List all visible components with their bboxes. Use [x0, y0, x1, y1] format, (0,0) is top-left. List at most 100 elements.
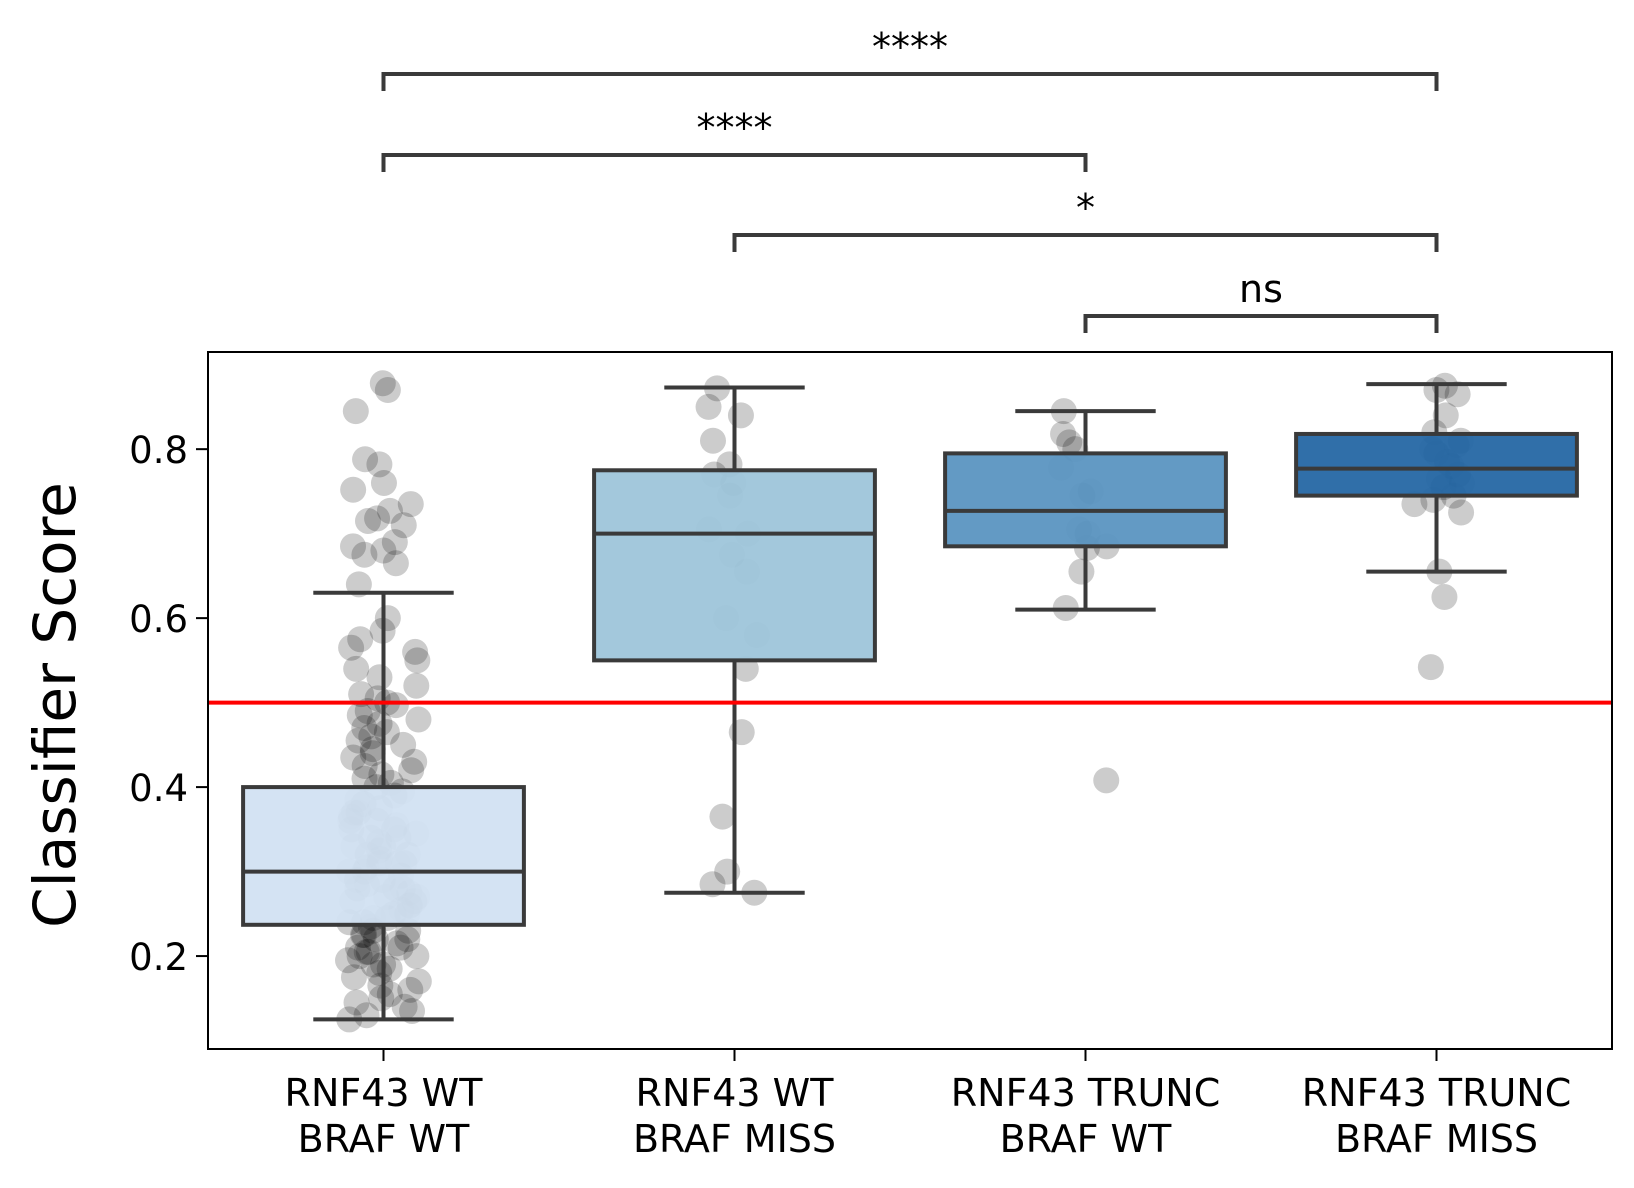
significance-bracket: [732, 233, 1439, 252]
data-point: [335, 947, 362, 974]
data-point: [397, 491, 424, 518]
data-point: [695, 393, 722, 420]
x-tick-label-line1: RNF43 WT: [285, 1071, 484, 1115]
data-point: [727, 402, 754, 429]
data-point: [374, 377, 401, 404]
significance-bracket: [381, 72, 1439, 91]
data-point: [344, 934, 371, 961]
data-point: [1093, 767, 1120, 794]
data-point: [387, 934, 414, 961]
significance-bracket: [381, 153, 1088, 172]
data-point: [338, 634, 365, 661]
data-point: [340, 744, 367, 771]
data-point: [405, 706, 432, 733]
boxes-layer: [241, 382, 1579, 1022]
x-tick-label-line2: BRAF MISS: [633, 1117, 836, 1161]
data-point: [1056, 429, 1083, 456]
y-tick-label: 0.6: [129, 598, 188, 641]
data-point: [345, 727, 372, 754]
data-point: [340, 964, 367, 991]
data-point: [368, 985, 395, 1012]
data-point: [1448, 499, 1475, 526]
data-point: [351, 714, 378, 741]
y-axis-label: Classifier Score: [21, 482, 89, 928]
data-point: [343, 655, 370, 682]
data-point: [366, 959, 393, 986]
data-point: [351, 541, 378, 568]
data-point: [364, 505, 391, 532]
significance-label: *: [1076, 186, 1095, 230]
data-point: [403, 943, 430, 970]
data-point: [699, 427, 726, 454]
y-tick-label: 0.2: [129, 936, 188, 979]
data-point: [390, 731, 417, 758]
data-point: [366, 710, 393, 737]
x-tick-label-line2: BRAF WT: [1000, 1117, 1172, 1161]
data-point: [359, 740, 386, 767]
data-point: [397, 976, 424, 1003]
y-tick-label: 0.4: [129, 767, 188, 810]
data-point: [368, 761, 395, 788]
data-point: [709, 803, 736, 830]
box-iqr: [1294, 431, 1579, 498]
data-point: [394, 926, 421, 953]
data-point: [351, 752, 378, 779]
data-point: [1417, 654, 1444, 681]
box-iqr: [592, 468, 877, 663]
x-tick-label-line2: BRAF MISS: [1335, 1117, 1538, 1161]
data-point: [401, 748, 428, 775]
data-point: [340, 533, 367, 560]
data-point: [358, 723, 385, 750]
data-point: [354, 507, 381, 534]
data-point: [402, 638, 429, 665]
data-point: [1068, 558, 1095, 585]
data-point: [370, 469, 397, 496]
significance-label: ****: [697, 106, 773, 150]
data-point: [346, 702, 373, 729]
data-point: [391, 993, 418, 1020]
data-point: [342, 398, 369, 425]
data-point: [353, 938, 380, 965]
data-point: [390, 512, 417, 539]
significance-bracket: [1083, 314, 1439, 333]
data-point: [340, 476, 367, 503]
data-point: [381, 529, 408, 556]
plot-frame: [207, 351, 1613, 1050]
data-point: [405, 968, 432, 995]
data-point: [398, 757, 425, 784]
data-point: [1432, 402, 1459, 429]
box-iqr: [943, 451, 1228, 549]
data-point: [373, 719, 400, 746]
significance-label: ****: [872, 25, 948, 69]
box-iqr: [241, 785, 526, 927]
data-point: [367, 972, 394, 999]
data-point: [376, 497, 403, 524]
y-tick-label: 0.8: [129, 429, 188, 472]
data-point: [404, 647, 431, 674]
data-point: [355, 938, 382, 965]
data-point: [359, 736, 386, 763]
data-point: [360, 951, 387, 978]
significance-label: ns: [1239, 267, 1283, 311]
data-point: [366, 451, 393, 478]
data-point: [374, 605, 401, 632]
data-point: [351, 921, 378, 948]
data-point: [370, 537, 397, 564]
data-point: [1431, 584, 1458, 611]
data-point: [382, 692, 409, 719]
x-tick-label-line2: BRAF WT: [298, 1117, 470, 1161]
data-point: [383, 930, 410, 957]
data-point: [352, 446, 379, 473]
x-tick-label-line1: RNF43 TRUNC: [1302, 1071, 1572, 1115]
data-point: [346, 943, 373, 970]
data-point: [1444, 381, 1471, 408]
data-point: [382, 550, 409, 577]
data-point: [369, 370, 396, 397]
data-point: [347, 626, 374, 653]
x-tick-label-line1: RNF43 WT: [636, 1071, 835, 1115]
significance-brackets: *********ns: [381, 25, 1439, 333]
data-point: [353, 1002, 380, 1029]
data-point: [349, 921, 376, 948]
